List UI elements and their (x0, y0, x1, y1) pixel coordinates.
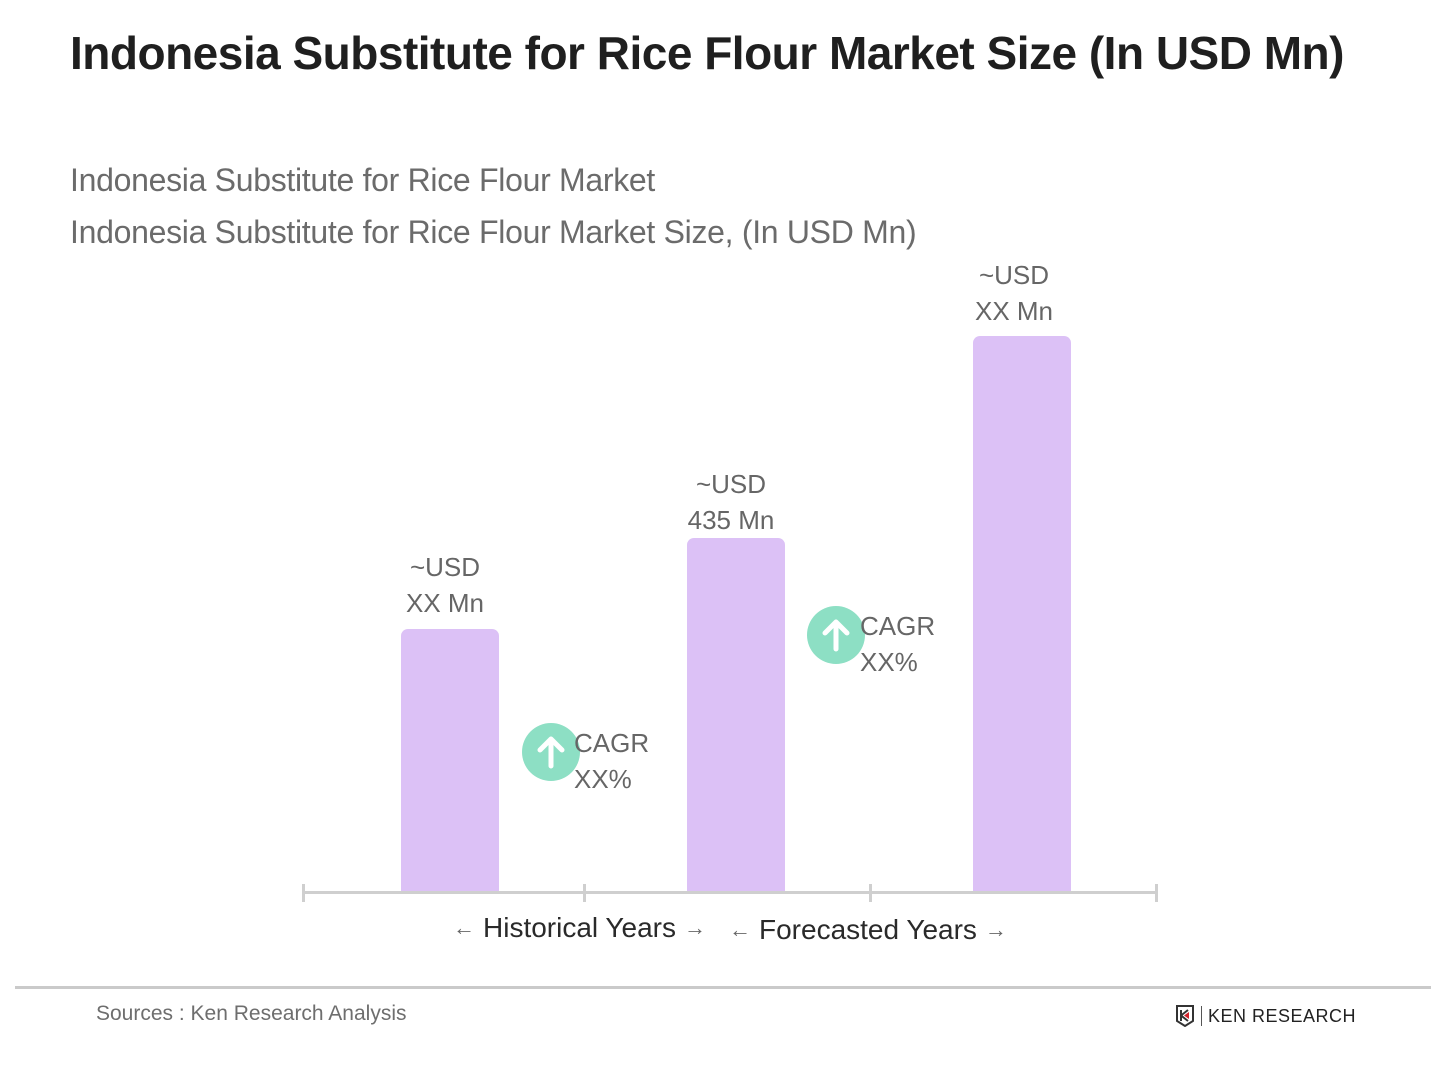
bar-value-label-3: ~USD XX Mn (954, 257, 1074, 329)
bar-label-value: 435 Mn (687, 505, 775, 535)
x-axis-line (303, 891, 1157, 894)
arrow-right-icon: → (984, 917, 1007, 942)
logo-separator (1201, 1006, 1202, 1026)
footer-divider (15, 986, 1431, 989)
bar-historical-start (401, 629, 499, 892)
bar-base-year (687, 538, 785, 892)
arrow-left-icon: ← (729, 917, 751, 942)
arrow-up-icon (522, 723, 580, 781)
chart-title: Indonesia Substitute for Rice Flour Mark… (70, 27, 1344, 79)
bar-label-line: ~USD (695, 469, 767, 499)
x-axis-tick (1155, 884, 1158, 902)
bar-forecast-end (973, 336, 1071, 892)
cagr-label: CAGR (860, 611, 936, 641)
cagr-value: XX% (860, 647, 918, 677)
x-axis-tick (583, 884, 586, 902)
arrow-up-icon (807, 606, 865, 664)
ken-research-logo: KEN RESEARCH (1175, 1005, 1356, 1027)
bar-label-value: XX Mn (974, 296, 1054, 326)
logo-text: KEN RESEARCH (1208, 1005, 1357, 1026)
x-axis-tick (302, 884, 305, 902)
cagr-value: XX% (574, 764, 632, 794)
bar-label-line: ~USD (978, 260, 1050, 290)
bar-label-value: XX Mn (405, 588, 485, 618)
sources-text: Sources : Ken Research Analysis (96, 1002, 407, 1025)
cagr-text: CAGR XX% (860, 608, 935, 680)
ken-research-logo-icon (1176, 1005, 1194, 1027)
cagr-label: CAGR (574, 728, 650, 758)
forecasted-years-label: Forecasted Years (759, 914, 977, 945)
arrow-right-icon: → (683, 915, 706, 940)
period-label-historical: ← Historical Years → (453, 912, 706, 944)
bar-label-line: ~USD (409, 552, 481, 582)
chart-subtitle-size: Indonesia Substitute for Rice Flour Mark… (70, 214, 917, 250)
x-axis-tick (869, 884, 872, 902)
bar-value-label-2: ~USD 435 Mn (671, 466, 791, 538)
period-label-forecasted: ← Forecasted Years → (729, 914, 1007, 946)
cagr-text: CAGR XX% (574, 725, 649, 797)
bar-value-label-1: ~USD XX Mn (385, 549, 505, 621)
chart-subtitle-market: Indonesia Substitute for Rice Flour Mark… (70, 162, 656, 198)
historical-years-label: Historical Years (483, 912, 676, 943)
arrow-left-icon: ← (453, 915, 475, 940)
